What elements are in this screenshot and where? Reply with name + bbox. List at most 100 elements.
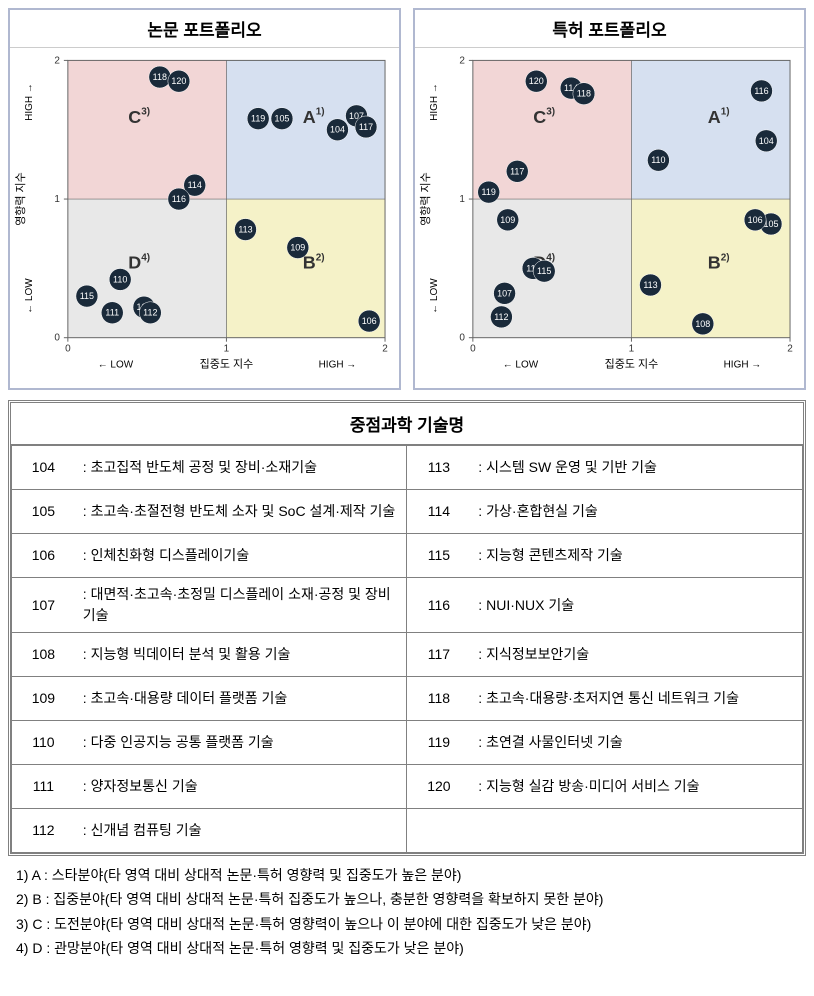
footnote-item: 3) C : 도전분야(타 영역 대비 상대적 논문·특허 영향력이 높으나 이… [16, 913, 806, 935]
svg-text:104: 104 [330, 125, 345, 135]
table-row: 108:지능형 빅데이터 분석 및 활용 기술117:지식정보보안기술 [12, 633, 803, 677]
footnote-item: 2) B : 집중분야(타 영역 대비 상대적 논문·특허 집중도가 높으나, … [16, 888, 806, 910]
svg-text:119: 119 [482, 187, 496, 197]
tech-desc: :다중 인공지능 공통 플랫폼 기술 [75, 721, 407, 765]
tech-desc: :NUI·NUX 기술 [470, 578, 802, 633]
tech-code: 116 [407, 578, 470, 633]
y-axis-label: 영향력 지수 [14, 172, 27, 226]
svg-text:2: 2 [382, 344, 388, 355]
svg-text:2: 2 [787, 344, 793, 355]
tech-code: 107 [12, 578, 75, 633]
data-point: 118 [149, 66, 171, 88]
svg-text:HIGH →: HIGH → [724, 360, 762, 371]
data-point: 111 [101, 302, 123, 324]
data-point: 117 [355, 116, 377, 138]
svg-text:1: 1 [629, 344, 635, 355]
svg-text:117: 117 [510, 166, 524, 176]
svg-text:120: 120 [171, 76, 186, 86]
tech-desc: :양자정보통신 기술 [75, 765, 407, 809]
data-point: 115 [76, 285, 98, 307]
data-point: 105 [271, 108, 293, 130]
svg-text:117: 117 [359, 122, 373, 132]
data-point: 106 [744, 209, 766, 231]
svg-text:HIGH →: HIGH → [429, 83, 440, 121]
tech-desc: :초연결 사물인터넷 기술 [470, 721, 802, 765]
tech-code: 118 [407, 677, 470, 721]
data-point: 116 [751, 80, 773, 102]
tech-code: 105 [12, 490, 75, 534]
svg-text:118: 118 [153, 72, 167, 82]
tech-desc: :시스템 SW 운영 및 기반 기술 [470, 446, 802, 490]
svg-text:2: 2 [459, 55, 465, 66]
tech-code: 114 [407, 490, 470, 534]
svg-text:112: 112 [494, 312, 508, 322]
tech-desc: :초고속·초절전형 반도체 소자 및 SoC 설계·제작 기술 [75, 490, 407, 534]
svg-text:107: 107 [497, 288, 512, 298]
data-point: 108 [692, 313, 714, 335]
tech-code: 106 [12, 534, 75, 578]
svg-text:116: 116 [754, 86, 768, 96]
tech-table: 중점과학 기술명 104:초고집적 반도체 공정 및 장비·소재기술113:시스… [8, 400, 806, 856]
chart-title: 논문 포트폴리오 [10, 10, 399, 48]
svg-text:110: 110 [651, 155, 665, 165]
x-axis-label: 집중도 지수 [200, 358, 254, 371]
tech-table-body: 104:초고집적 반도체 공정 및 장비·소재기술113:시스템 SW 운영 및… [11, 445, 803, 853]
data-point: 109 [287, 237, 309, 259]
svg-text:← LOW: ← LOW [429, 278, 440, 314]
chart-title: 특허 포트폴리오 [415, 10, 804, 48]
tech-desc: :초고속·대용량·초저지연 통신 네트워크 기술 [470, 677, 802, 721]
data-point: 104 [755, 130, 777, 152]
table-row: 105:초고속·초절전형 반도체 소자 및 SoC 설계·제작 기술114:가상… [12, 490, 803, 534]
tech-table-title: 중점과학 기술명 [11, 403, 803, 445]
tech-desc: :인체친화형 디스플레이기술 [75, 534, 407, 578]
tech-desc [470, 809, 802, 853]
tech-desc: :신개념 컴퓨팅 기술 [75, 809, 407, 853]
svg-text:115: 115 [80, 291, 94, 301]
svg-text:104: 104 [759, 136, 774, 146]
table-row: 104:초고집적 반도체 공정 및 장비·소재기술113:시스템 SW 운영 및… [12, 446, 803, 490]
svg-text:109: 109 [290, 243, 305, 253]
table-row: 111:양자정보통신 기술120:지능형 실감 방송·미디어 서비스 기술 [12, 765, 803, 809]
data-point: 113 [640, 274, 662, 296]
tech-code: 108 [12, 633, 75, 677]
tech-code: 111 [12, 765, 75, 809]
svg-text:106: 106 [362, 316, 377, 326]
data-point: 113 [235, 219, 257, 241]
svg-text:120: 120 [529, 76, 544, 86]
svg-text:115: 115 [537, 266, 551, 276]
data-point: 117 [506, 160, 528, 182]
quadrant-bg [473, 60, 632, 199]
data-point: 115 [533, 260, 555, 282]
svg-text:119: 119 [251, 114, 265, 124]
data-point: 109 [497, 209, 519, 231]
table-row: 107:대면적·초고속·초정밀 디스플레이 소재·공정 및 장비 기술116:N… [12, 578, 803, 633]
tech-desc: :지능형 빅데이터 분석 및 활용 기술 [75, 633, 407, 677]
tech-code: 115 [407, 534, 470, 578]
table-row: 106:인체친화형 디스플레이기술115:지능형 콘텐츠제작 기술 [12, 534, 803, 578]
data-point: 107 [494, 282, 516, 304]
table-row: 112:신개념 컴퓨팅 기술 [12, 809, 803, 853]
y-axis-label: 영향력 지수 [419, 172, 432, 226]
data-point: 120 [525, 70, 547, 92]
tech-code: 110 [12, 721, 75, 765]
chart-body: 012012← LOWHIGH →집중도 지수← LOWHIGH →영향력 지수… [415, 48, 804, 388]
table-row: 109:초고속·대용량 데이터 플랫폼 기술118:초고속·대용량·초저지연 통… [12, 677, 803, 721]
svg-text:1: 1 [459, 194, 465, 205]
tech-code: 109 [12, 677, 75, 721]
svg-text:109: 109 [500, 215, 515, 225]
svg-text:← LOW: ← LOW [98, 360, 134, 371]
tech-desc: :대면적·초고속·초정밀 디스플레이 소재·공정 및 장비 기술 [75, 578, 407, 633]
data-point: 106 [358, 310, 380, 332]
tech-desc: :초고속·대용량 데이터 플랫폼 기술 [75, 677, 407, 721]
svg-text:1: 1 [224, 344, 230, 355]
svg-text:114: 114 [188, 180, 202, 190]
svg-text:HIGH →: HIGH → [319, 360, 357, 371]
chart-svg: 012012← LOWHIGH →집중도 지수← LOWHIGH →영향력 지수… [10, 48, 399, 388]
svg-text:0: 0 [65, 344, 71, 355]
tech-code: 120 [407, 765, 470, 809]
data-point: 120 [168, 70, 190, 92]
tech-code: 104 [12, 446, 75, 490]
svg-text:116: 116 [172, 194, 186, 204]
svg-text:← LOW: ← LOW [503, 360, 539, 371]
svg-text:118: 118 [577, 89, 591, 99]
